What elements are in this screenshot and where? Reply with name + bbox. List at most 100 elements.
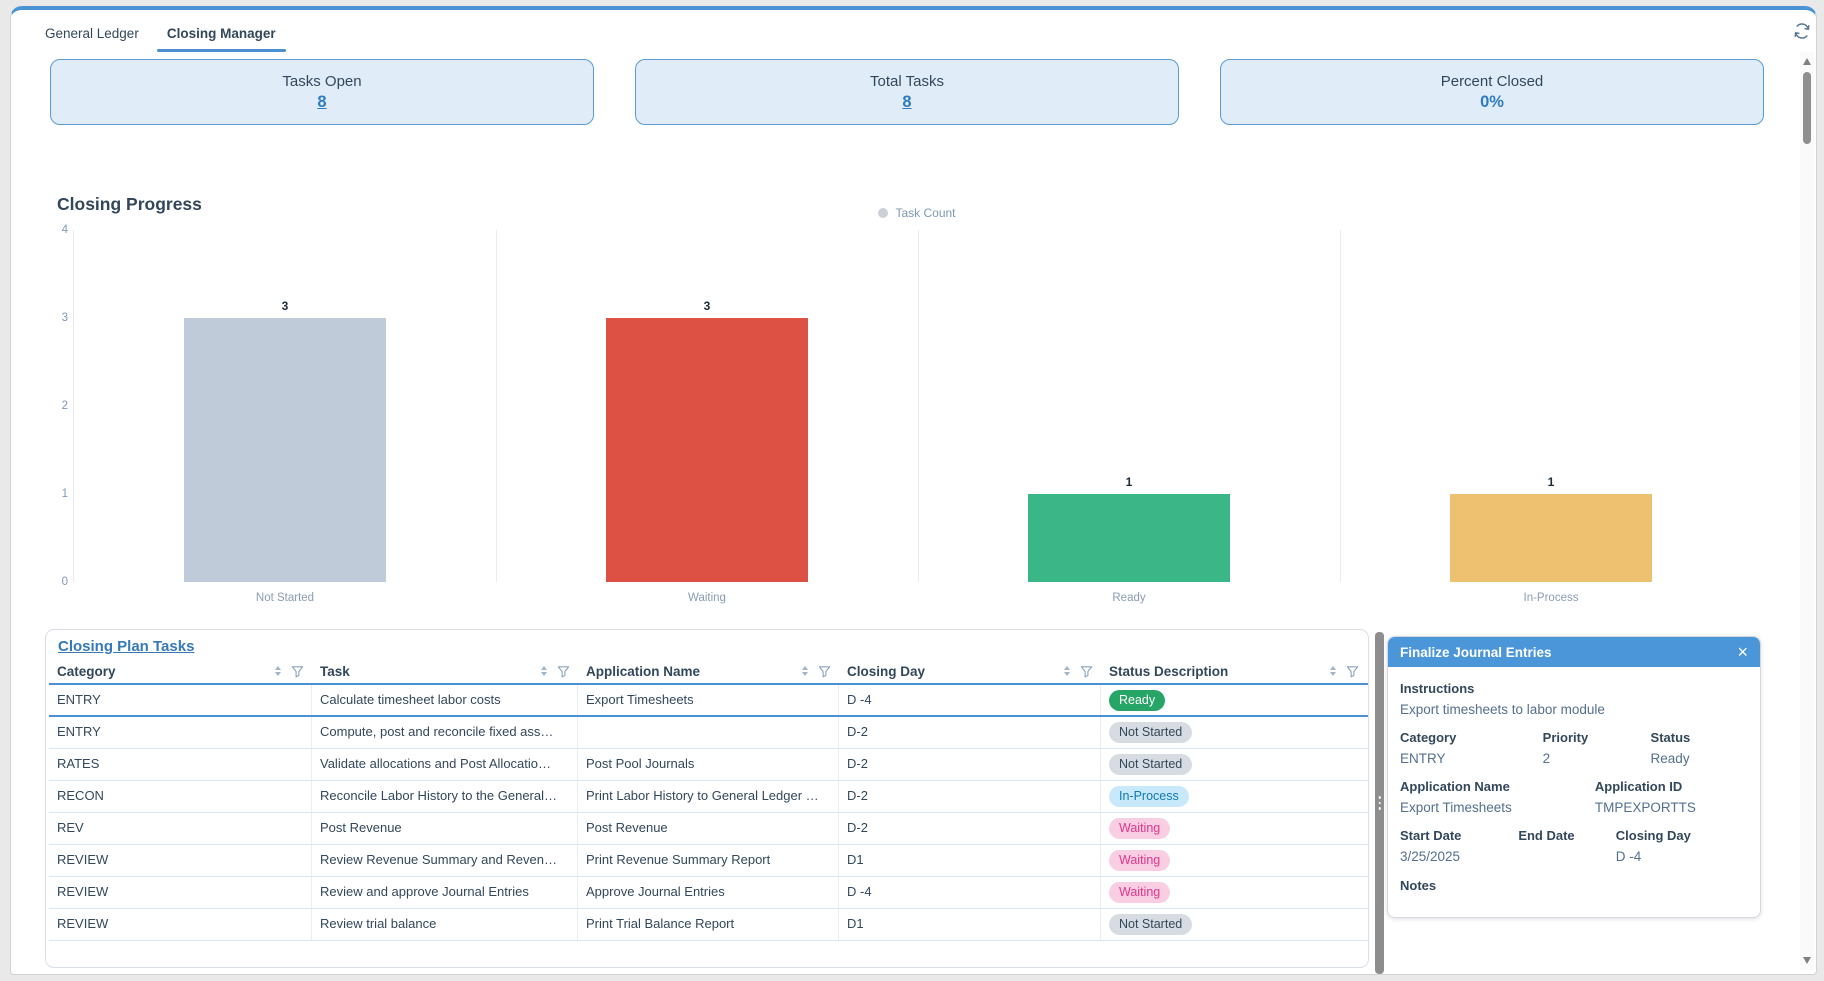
app-window: General Ledger Closing Manager Tasks Ope…: [10, 6, 1817, 975]
cell-category: ENTRY: [49, 685, 312, 715]
cell-task: Validate allocations and Post Allocatio…: [312, 749, 578, 780]
column-header-status-description[interactable]: Status Description: [1101, 659, 1367, 683]
application-name-label: Application Name: [1400, 779, 1510, 794]
cell-application: Post Revenue: [578, 813, 839, 844]
notes-label: Notes: [1400, 878, 1437, 893]
table-row[interactable]: REVIEW Review and approve Journal Entrie…: [49, 877, 1368, 909]
cell-application: Print Labor History to General Ledger …: [578, 781, 839, 812]
table-header-row: Category Task Application Name Closing D…: [49, 659, 1368, 685]
bar-not-started[interactable]: [184, 318, 386, 582]
bar-waiting[interactable]: [606, 318, 808, 582]
bar-value-label: 3: [281, 299, 289, 313]
sort-icon[interactable]: [275, 666, 281, 676]
column-header-category[interactable]: Category: [49, 659, 312, 683]
legend-label: Task Count: [895, 206, 956, 220]
status-badge: Not Started: [1109, 754, 1193, 776]
column-header-closing-day[interactable]: Closing Day: [839, 659, 1101, 683]
table-row[interactable]: REVIEW Review Revenue Summary and Reven……: [49, 845, 1368, 877]
card-percent-closed-label: Percent Closed: [1440, 72, 1544, 90]
table-row[interactable]: REV Post Revenue Post Revenue D-2 Waitin…: [49, 813, 1368, 845]
scroll-up-arrow-icon[interactable]: [1803, 58, 1811, 65]
panel-splitter-handle[interactable]: [1375, 632, 1384, 974]
card-total-tasks-value[interactable]: 8: [902, 92, 912, 111]
column-header-task[interactable]: Task: [312, 659, 578, 683]
category-value: ENTRY: [1400, 751, 1446, 766]
panel-header: Finalize Journal Entries ×: [1388, 637, 1760, 667]
end-date-value: [1518, 849, 1615, 864]
cell-application: Print Revenue Summary Report: [578, 845, 839, 876]
cell-closing-day: D1: [839, 845, 1101, 876]
status-label: Status: [1650, 730, 1691, 745]
filter-icon[interactable]: [557, 665, 570, 678]
bar-group-ready: 1 Ready: [918, 230, 1340, 604]
close-icon[interactable]: ×: [1737, 642, 1748, 662]
refresh-icon[interactable]: [1790, 20, 1814, 44]
x-tick-in-process: In-Process: [1523, 592, 1579, 604]
cell-task: Review Revenue Summary and Reven…: [312, 845, 578, 876]
refresh-icon-glyph: [1794, 22, 1810, 39]
scroll-down-arrow-icon[interactable]: [1803, 957, 1811, 964]
column-label: Task: [320, 663, 350, 679]
filter-icon[interactable]: [291, 665, 304, 678]
tab-general-ledger[interactable]: General Ledger: [45, 26, 139, 41]
tab-bar: General Ledger Closing Manager: [31, 18, 290, 52]
bar-ready[interactable]: [1028, 494, 1230, 582]
category-separator: [918, 230, 919, 582]
filter-icon[interactable]: [1080, 665, 1093, 678]
cell-status: Waiting: [1101, 845, 1367, 876]
bar-group-waiting: 3 Waiting: [496, 230, 918, 604]
status-badge: Waiting: [1109, 818, 1171, 840]
scrollbar-thumb[interactable]: [1803, 72, 1811, 144]
sort-icon[interactable]: [802, 666, 808, 676]
cell-closing-day: D-2: [839, 717, 1101, 748]
table-row[interactable]: REVIEW Review trial balance Print Trial …: [49, 909, 1368, 941]
column-label: Status Description: [1109, 663, 1229, 679]
chart-title: Closing Progress: [57, 194, 202, 214]
bar-value-label: 3: [703, 299, 711, 313]
card-total-tasks-label: Total Tasks: [870, 72, 944, 90]
chart-legend[interactable]: Task Count: [73, 206, 1761, 220]
vertical-scrollbar[interactable]: [1800, 52, 1814, 970]
legend-dot-icon: [878, 208, 889, 218]
card-percent-closed[interactable]: Percent Closed 0%: [1220, 59, 1764, 125]
card-total-tasks[interactable]: Total Tasks 8: [635, 59, 1179, 125]
status-badge: In-Process: [1109, 786, 1189, 808]
filter-icon[interactable]: [1346, 665, 1359, 678]
application-name-value: Export Timesheets: [1400, 800, 1512, 815]
application-id-value: TMPEXPORTTS: [1594, 800, 1696, 815]
start-date-label: Start Date: [1400, 828, 1462, 843]
table-row[interactable]: ENTRY Calculate timesheet labor costs Ex…: [49, 685, 1368, 717]
card-tasks-open-value[interactable]: 8: [317, 92, 327, 111]
table-row[interactable]: RECON Reconcile Labor History to the Gen…: [49, 781, 1368, 813]
status-badge: Not Started: [1109, 914, 1193, 936]
cell-application: Export Timesheets: [578, 685, 839, 715]
tab-closing-manager[interactable]: Closing Manager: [153, 18, 290, 52]
cell-status: Ready: [1101, 685, 1367, 715]
card-percent-closed-value: 0%: [1480, 92, 1504, 111]
table-row[interactable]: RATES Validate allocations and Post Allo…: [49, 749, 1368, 781]
closing-plan-tasks-link[interactable]: Closing Plan Tasks: [58, 638, 195, 655]
start-date-value: 3/25/2025: [1400, 849, 1461, 864]
card-tasks-open[interactable]: Tasks Open 8: [50, 59, 594, 125]
category-separator: [1340, 230, 1341, 582]
column-label: Category: [57, 663, 116, 679]
bar-value-label: 1: [1547, 475, 1555, 489]
sort-icon[interactable]: [541, 666, 547, 676]
x-tick-ready: Ready: [1112, 592, 1146, 604]
table-row[interactable]: ENTRY Compute, post and reconcile fixed …: [49, 717, 1368, 749]
cell-category: REVIEW: [49, 845, 312, 876]
column-header-application-name[interactable]: Application Name: [578, 659, 839, 683]
bar-value-label: 1: [1125, 475, 1133, 489]
sort-icon[interactable]: [1064, 666, 1070, 676]
cell-category: ENTRY: [49, 717, 312, 748]
cell-category: REVIEW: [49, 877, 312, 908]
table-body: ENTRY Calculate timesheet labor costs Ex…: [46, 685, 1368, 941]
task-detail-panel: Finalize Journal Entries × Instructions …: [1387, 636, 1761, 918]
filter-icon[interactable]: [818, 665, 831, 678]
bar-in-process[interactable]: [1450, 494, 1652, 582]
x-tick-waiting: Waiting: [688, 592, 726, 604]
application-id-label: Application ID: [1594, 779, 1683, 794]
sort-icon[interactable]: [1330, 666, 1336, 676]
closing-day-label: Closing Day: [1615, 828, 1691, 843]
cell-application: Post Pool Journals: [578, 749, 839, 780]
